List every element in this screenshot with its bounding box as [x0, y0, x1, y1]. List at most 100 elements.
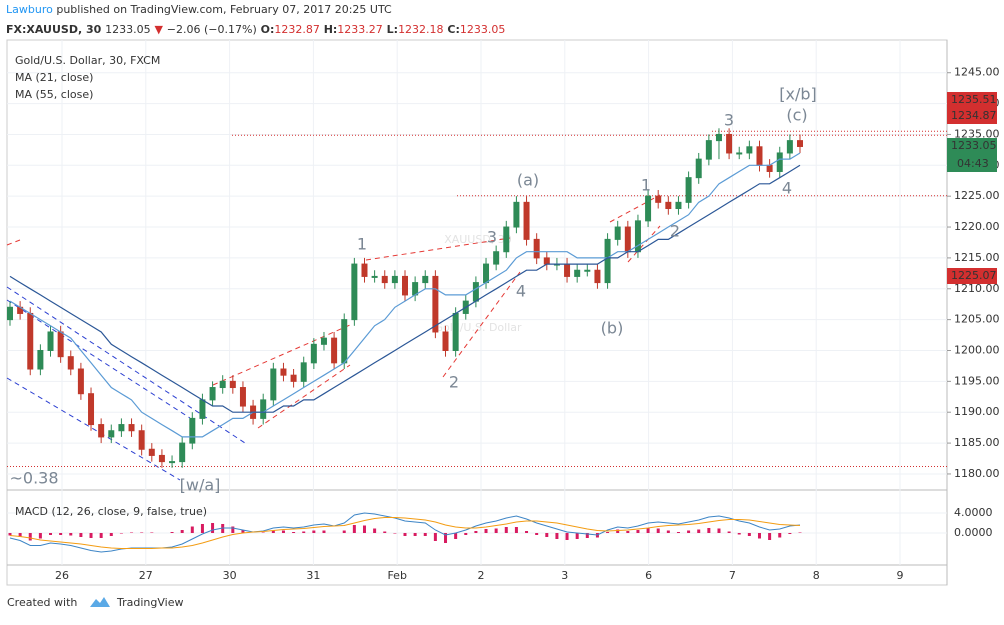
y-tick-label: 1195.00 — [954, 374, 1000, 387]
wave-label: 1 — [357, 235, 367, 254]
x-tick-label: 9 — [897, 569, 904, 582]
author[interactable]: Lawburo — [6, 3, 53, 16]
wave-label: 2 — [449, 373, 459, 392]
macd-histogram-bar — [200, 524, 204, 533]
legend-entry[interactable]: MA (21, close) — [15, 71, 93, 84]
arrow: ▼ — [154, 23, 163, 36]
candle-body — [543, 257, 550, 265]
macd-histogram-bar — [170, 532, 174, 533]
macd-histogram-bar — [504, 527, 508, 533]
macd-histogram-bar — [99, 533, 103, 538]
plot — [7, 128, 947, 553]
candle-body — [138, 430, 145, 450]
symbol: FX:XAUUSD, 30 — [6, 23, 102, 36]
y-tick-label: 1215.00 — [954, 251, 1000, 264]
macd-histogram-bar — [444, 533, 448, 543]
macd-histogram-bar — [69, 533, 73, 536]
wave-label: [w/a] — [180, 476, 221, 495]
macd-histogram-bar — [393, 533, 397, 534]
candle-body — [452, 312, 459, 351]
x-tick-label: 6 — [645, 569, 652, 582]
macd-histogram-bar — [89, 533, 93, 538]
macd-histogram-bar — [484, 529, 488, 533]
wave-label: (a) — [517, 171, 539, 190]
macd-histogram-bar — [474, 531, 478, 533]
macd-histogram-bar — [697, 529, 701, 533]
x-tick-label: 8 — [813, 569, 820, 582]
candle-body — [260, 399, 267, 419]
price-tag — [947, 92, 997, 108]
channel-line — [6, 299, 191, 419]
watermark: XAUUSD, 30 — [444, 233, 512, 246]
candle-body — [503, 226, 510, 253]
candle-body — [675, 201, 682, 210]
legend-entry[interactable]: MA (55, close) — [15, 88, 93, 101]
published: published on TradingView.com, February 0… — [56, 3, 392, 16]
price-tag — [947, 108, 997, 124]
macd-histogram-bar — [535, 533, 539, 535]
candle-body — [655, 195, 662, 203]
candle-body — [432, 275, 439, 333]
trend-line — [365, 237, 511, 261]
logo — [90, 597, 110, 607]
y-tick-label: 1185.00 — [954, 436, 1000, 449]
candle-body — [77, 368, 84, 395]
macd-histogram-bar — [717, 528, 721, 533]
y-tick-label: 1220.00 — [954, 220, 1000, 233]
macd-histogram-bar — [261, 532, 265, 533]
macd-histogram-bar — [606, 532, 610, 533]
candle-body — [179, 442, 186, 463]
candle-body — [665, 201, 672, 210]
candle-body — [310, 343, 317, 364]
macd-histogram-bar — [464, 533, 468, 535]
macd-histogram-bar — [514, 527, 518, 533]
macd-histogram-bar — [423, 533, 427, 536]
candle-body — [199, 399, 206, 419]
macd-histogram-bar — [119, 533, 123, 534]
change: −2.06 (−0.17%) — [167, 23, 257, 36]
candle-body — [320, 337, 327, 345]
price-tag — [947, 268, 997, 284]
candle-body — [67, 356, 74, 370]
x-tick-label: 30 — [223, 569, 237, 582]
macd-histogram-bar — [737, 533, 741, 535]
footer-brand[interactable]: TradingView — [116, 596, 183, 609]
candle-body — [715, 133, 722, 142]
macd-histogram-bar — [38, 533, 42, 539]
candle-body — [584, 269, 591, 272]
macd-histogram-bar — [28, 533, 32, 541]
candle-body — [645, 195, 652, 222]
candle-body — [47, 331, 54, 351]
macd-histogram-bar — [454, 533, 458, 539]
ohlc-h: 1233.27 — [337, 23, 383, 36]
candle-body — [88, 393, 95, 426]
macd-histogram-bar — [555, 533, 559, 539]
macd-histogram-bar — [616, 529, 620, 533]
macd-histogram-bar — [373, 528, 377, 533]
macd-histogram-bar — [8, 533, 12, 536]
candle-body — [270, 368, 277, 401]
candle-body — [564, 263, 571, 277]
candle-body — [108, 430, 115, 438]
x-tick-label: Feb — [387, 569, 406, 582]
candle-body — [695, 158, 702, 179]
macd-histogram-bar — [211, 523, 215, 533]
x-tick-label: 26 — [55, 569, 69, 582]
macd-title[interactable]: MACD (12, 26, close, 9, false, true) — [15, 505, 207, 518]
last: 1233.05 — [105, 23, 151, 36]
wave-label: 1 — [641, 176, 651, 195]
candle-body — [341, 319, 348, 364]
candle-body — [27, 312, 34, 370]
candle-body — [594, 269, 601, 284]
macd-tick-label: 0.0000 — [954, 526, 993, 539]
candle-body — [422, 275, 429, 284]
moving-average — [9, 164, 801, 413]
last-price-tag — [947, 138, 997, 172]
trend-line — [627, 225, 661, 263]
macd-histogram-bar — [292, 532, 296, 533]
macd-histogram-bar — [545, 533, 549, 537]
macd-histogram-bar — [140, 532, 144, 533]
macd-histogram-bar — [342, 530, 346, 533]
macd-histogram-bar — [433, 533, 437, 541]
candle-body — [624, 226, 631, 253]
